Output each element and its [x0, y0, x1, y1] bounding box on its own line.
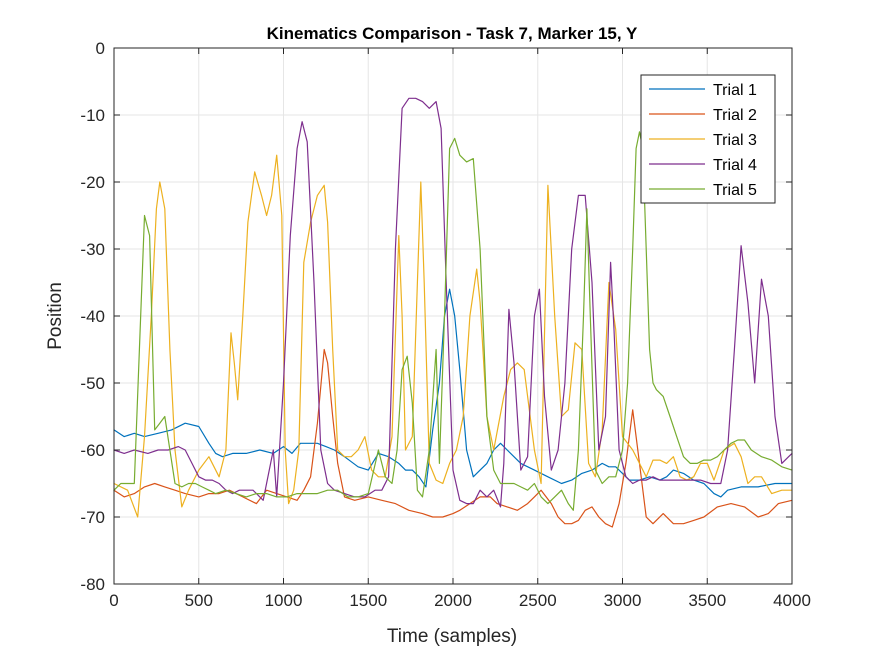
y-tick-label: -50 — [80, 374, 105, 393]
x-tick-label: 1000 — [265, 591, 303, 610]
y-tick-label: -30 — [80, 240, 105, 259]
x-tick-label: 2000 — [434, 591, 472, 610]
series-line-trial-1 — [113, 288, 793, 498]
y-tick-label: -70 — [80, 508, 105, 527]
x-axis-label: Time (samples) — [387, 626, 517, 647]
plot-area — [113, 97, 793, 528]
legend-label: Trial 3 — [713, 132, 757, 149]
y-tick-label: -40 — [80, 307, 105, 326]
x-tick-label: 3000 — [604, 591, 642, 610]
legend: Trial 1 Trial 2 Trial 3 Trial 4 Trial 5 — [640, 74, 776, 204]
legend-label: Trial 1 — [713, 82, 757, 99]
chart-title: Kinematics Comparison - Task 7, Marker 1… — [267, 24, 638, 43]
x-tick-label: 500 — [185, 591, 213, 610]
x-tick-label: 4000 — [773, 591, 811, 610]
y-axis-label: Position — [45, 282, 66, 350]
y-tick-label: -10 — [80, 106, 105, 125]
series-line-trial-4 — [113, 97, 793, 508]
series-line-trial-5 — [113, 131, 793, 511]
legend-label: Trial 2 — [713, 107, 757, 124]
legend-label: Trial 5 — [713, 182, 757, 199]
y-tick-label: -60 — [80, 441, 105, 460]
x-tick-label: 2500 — [519, 591, 557, 610]
series-line-trial-3 — [113, 154, 793, 518]
axis-ticks: 0 500 1000 1500 2000 2500 3000 3500 4000 0 -10 -20 -… — [80, 39, 810, 610]
y-tick-label: 0 — [96, 39, 105, 58]
x-tick-label: 3500 — [688, 591, 726, 610]
legend-label: Trial 4 — [713, 157, 757, 174]
x-tick-label: 1500 — [349, 591, 387, 610]
y-tick-label: -20 — [80, 173, 105, 192]
y-tick-label: -80 — [80, 575, 105, 594]
x-tick-label: 0 — [109, 591, 118, 610]
